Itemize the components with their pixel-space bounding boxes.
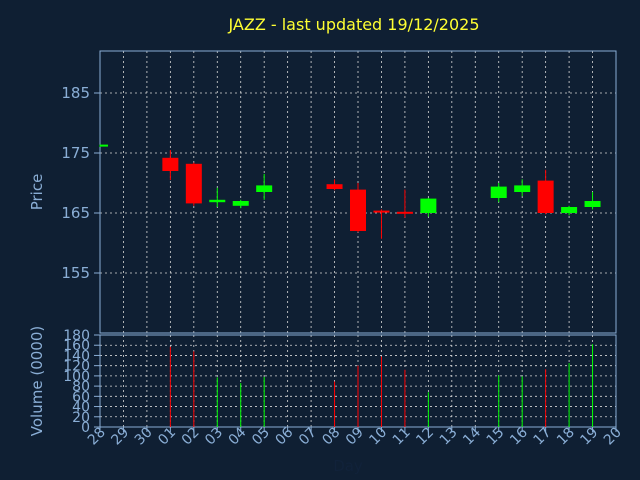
x-axis-label: Day xyxy=(333,457,363,475)
volume-axis-label: Volume (0000) xyxy=(28,326,46,436)
candle-body-02 xyxy=(185,163,202,204)
price-tick-label: 165 xyxy=(61,204,90,222)
x-tick-label: 30 xyxy=(132,425,156,449)
candle-body-01 xyxy=(162,157,179,171)
price-tick-label: 155 xyxy=(61,264,90,282)
x-tick-label: 02 xyxy=(179,425,203,449)
price-panel-border xyxy=(99,50,617,334)
volume-tick-label: 180 xyxy=(63,328,90,344)
x-tick-label: 10 xyxy=(366,425,390,449)
volume-tick-label: 140 xyxy=(63,348,90,364)
x-tick-label: 13 xyxy=(437,425,461,449)
chart-title: JAZZ - last updated 19/12/2025 xyxy=(227,15,479,34)
volume-series xyxy=(169,344,594,427)
price-tick-label: 175 xyxy=(61,144,90,162)
candle-body-09 xyxy=(350,189,366,231)
candle-body-11 xyxy=(396,211,413,214)
price-tick-label: 185 xyxy=(61,84,90,102)
x-tick-label: 20 xyxy=(601,425,625,449)
x-tick-label: 18 xyxy=(554,425,578,449)
candle-body-19 xyxy=(584,201,601,207)
candle-body-12 xyxy=(420,198,437,213)
x-tick-label: 08 xyxy=(319,425,343,449)
volume-tick-label: 100 xyxy=(63,369,90,385)
x-tick-label: 06 xyxy=(273,424,297,448)
price-panel-frame xyxy=(99,50,617,334)
x-tick-label: 05 xyxy=(249,425,273,449)
volume-tick-label: 40 xyxy=(72,400,90,416)
x-tick-label: 15 xyxy=(484,425,508,449)
x-tick-label: 04 xyxy=(226,424,250,448)
x-tick-label: 29 xyxy=(108,425,132,449)
candle-body-16 xyxy=(514,185,531,192)
x-tick-label: 12 xyxy=(413,425,437,449)
x-tick-label: 17 xyxy=(531,425,555,449)
candle-body-03 xyxy=(209,199,226,203)
volume-tick-label: 160 xyxy=(63,338,90,354)
price-axis-label: Price xyxy=(28,174,46,211)
candle-body-04 xyxy=(232,201,249,206)
candle-body-18 xyxy=(561,207,578,213)
volume-tick-label: 0 xyxy=(81,420,90,436)
volume-tick-label: 60 xyxy=(72,389,90,405)
candle-body-15 xyxy=(490,186,507,198)
volume-tick-label: 20 xyxy=(72,410,90,426)
candlestick-series xyxy=(99,144,601,239)
price-tick-labels: 155 165 175 185 xyxy=(61,84,100,282)
candle-body-08 xyxy=(326,184,343,189)
candle-body-10 xyxy=(373,210,390,213)
volume-tick-label: 120 xyxy=(63,359,90,375)
volume-tick-label: 80 xyxy=(72,379,90,395)
x-tick-labels: 28 29 30 01 02 03 04 05 06 07 08 09 10 11 12 13 14 15 16 17… xyxy=(85,424,625,448)
candle-body-28 xyxy=(100,144,108,147)
candle-body-05 xyxy=(256,185,273,192)
x-tick-label: 03 xyxy=(202,425,226,449)
x-tick-label: 16 xyxy=(507,424,531,448)
x-tick-label: 09 xyxy=(343,425,367,449)
x-tick-label: 11 xyxy=(390,425,414,449)
x-tick-label: 19 xyxy=(577,425,601,449)
x-tick-label: 14 xyxy=(460,424,484,448)
candle-body-17 xyxy=(537,180,554,213)
x-tick-label: 01 xyxy=(155,425,179,449)
x-tick-label: 07 xyxy=(296,425,320,449)
